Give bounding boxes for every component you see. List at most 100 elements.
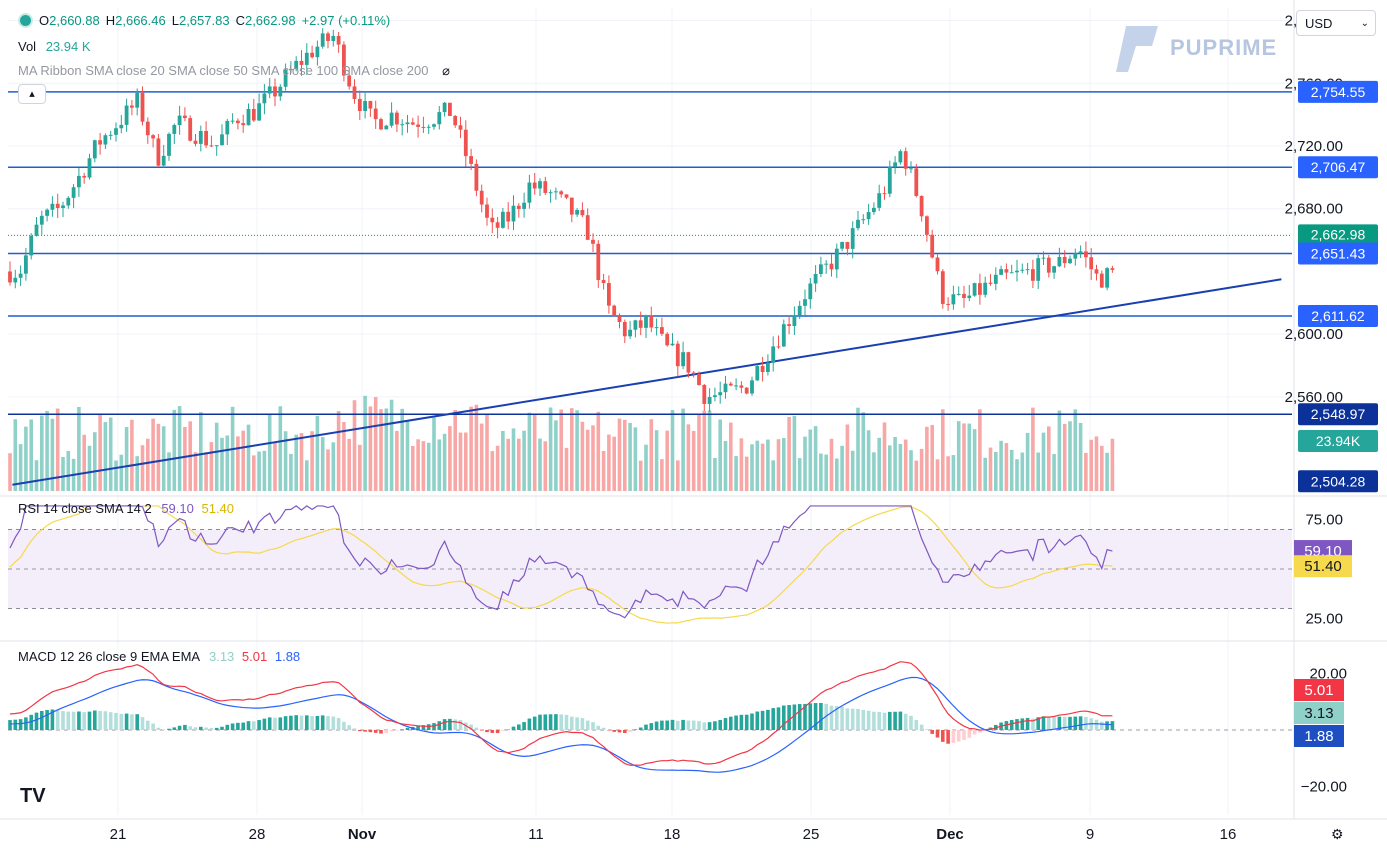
rsi-legend[interactable]: RSI 14 close SMA 14 2 59.10 51.40 bbox=[18, 501, 234, 516]
volume-bar bbox=[797, 458, 802, 491]
macd-histogram-bar bbox=[808, 703, 813, 730]
macd-histogram-bar bbox=[638, 727, 643, 730]
volume-bar bbox=[686, 424, 691, 491]
volume-bar bbox=[93, 432, 97, 491]
candle-body bbox=[591, 239, 595, 244]
candle-body bbox=[638, 320, 643, 328]
macd-histogram-bar bbox=[151, 723, 155, 730]
volume-bar bbox=[999, 440, 1003, 491]
price-level-label-badge bbox=[1298, 403, 1378, 426]
candle-body bbox=[400, 124, 405, 126]
open-key: O bbox=[39, 13, 50, 28]
volume-bar bbox=[453, 410, 457, 491]
volume-bar bbox=[45, 410, 49, 491]
candle-body bbox=[278, 86, 283, 97]
candle-body bbox=[691, 372, 696, 374]
price-level-label: 2,548.97 bbox=[1311, 406, 1366, 422]
volume-bar bbox=[909, 450, 913, 491]
macd-histogram-bar bbox=[347, 725, 351, 730]
candle-body bbox=[453, 115, 458, 126]
volume-bar bbox=[464, 432, 468, 491]
volume-bar bbox=[956, 421, 961, 491]
volume-bar bbox=[246, 424, 251, 491]
volume-bar bbox=[426, 442, 431, 491]
volume-bar bbox=[882, 422, 887, 491]
macd-histogram-bar bbox=[511, 726, 516, 730]
volume-bar bbox=[267, 414, 272, 491]
volume-bar bbox=[972, 429, 977, 491]
volume-bar bbox=[511, 428, 516, 491]
candle-body bbox=[744, 387, 749, 394]
volume-bar bbox=[273, 442, 277, 491]
time-tick-label: 18 bbox=[664, 826, 681, 843]
macd-histogram-bar bbox=[877, 711, 881, 730]
candle-body bbox=[543, 181, 548, 193]
volume-bar bbox=[861, 412, 866, 491]
candle-body bbox=[1078, 251, 1083, 254]
candle-body bbox=[548, 192, 553, 194]
macd-histogram-bar bbox=[723, 718, 728, 730]
macd-histogram-bar bbox=[24, 717, 28, 730]
volume-bar bbox=[1004, 443, 1009, 491]
candle-body bbox=[463, 129, 468, 157]
volume-bar bbox=[236, 436, 240, 491]
currency-select[interactable]: USD ⌄ bbox=[1296, 10, 1376, 36]
tradingview-logo[interactable]: TV bbox=[20, 785, 46, 807]
candle-body bbox=[697, 373, 701, 386]
macd-histogram-bar bbox=[485, 730, 489, 733]
volume-bar bbox=[925, 426, 929, 491]
volume-bar bbox=[220, 437, 224, 491]
settings-icon[interactable]: ⚙ bbox=[1331, 826, 1344, 842]
volume-bar bbox=[299, 433, 304, 491]
macd-histogram-bar bbox=[13, 719, 18, 730]
macd-signal-axis-value: 1.88 bbox=[1304, 728, 1333, 745]
candle-body bbox=[98, 140, 102, 145]
volume-bar bbox=[601, 450, 606, 491]
volume-bar bbox=[707, 410, 712, 491]
macd-histogram-bar bbox=[739, 714, 744, 730]
eye-hidden-icon[interactable]: ⌀ bbox=[442, 63, 450, 78]
candle-body bbox=[257, 103, 261, 121]
macd-histogram-bar bbox=[644, 724, 648, 730]
macd-histogram-bar bbox=[681, 719, 685, 730]
macd-histogram-bar bbox=[956, 730, 961, 742]
macd-histogram-bar bbox=[612, 730, 616, 732]
volume-bar bbox=[66, 451, 71, 491]
volume-bar bbox=[877, 437, 881, 491]
candle-body bbox=[77, 175, 81, 188]
candle-body bbox=[760, 366, 765, 372]
volume-bar bbox=[543, 441, 548, 491]
low-key: L bbox=[171, 13, 179, 28]
candle-body bbox=[840, 242, 844, 249]
volume-bar bbox=[983, 457, 987, 491]
volume-bar bbox=[660, 459, 664, 491]
volume-bar bbox=[442, 433, 447, 491]
candle-body bbox=[172, 125, 177, 134]
volume-bar bbox=[554, 420, 558, 491]
candle-body bbox=[140, 92, 145, 122]
volume-bar bbox=[77, 406, 81, 491]
ma-ribbon-legend[interactable]: MA Ribbon SMA close 20 SMA close 50 SMA … bbox=[18, 63, 450, 79]
macd-histogram-bar bbox=[8, 720, 12, 730]
volume-bar bbox=[1100, 445, 1104, 491]
volume-bar bbox=[114, 460, 118, 491]
candle-body bbox=[405, 122, 410, 125]
macd-histogram-bar bbox=[283, 716, 288, 730]
candle-body bbox=[8, 271, 12, 283]
close-key: C bbox=[235, 13, 245, 28]
macd-histogram-bar bbox=[893, 711, 897, 730]
candle-body bbox=[214, 145, 219, 147]
volume-bar bbox=[1015, 459, 1019, 491]
candle-body bbox=[993, 274, 998, 284]
volume-legend[interactable]: Vol 23.94 K bbox=[18, 39, 91, 54]
collapse-legend-button[interactable]: ▴ bbox=[18, 84, 46, 104]
macd-line-axis-value-badge bbox=[1294, 679, 1344, 701]
macd-legend[interactable]: MACD 12 26 close 9 EMA EMA 3.13 5.01 1.8… bbox=[18, 649, 300, 664]
candle-body bbox=[246, 108, 251, 126]
volume-bar bbox=[156, 423, 161, 491]
volume-bar bbox=[978, 409, 982, 491]
volume-bar bbox=[776, 439, 781, 491]
candle-body bbox=[167, 133, 171, 156]
volume-bar bbox=[824, 454, 828, 491]
